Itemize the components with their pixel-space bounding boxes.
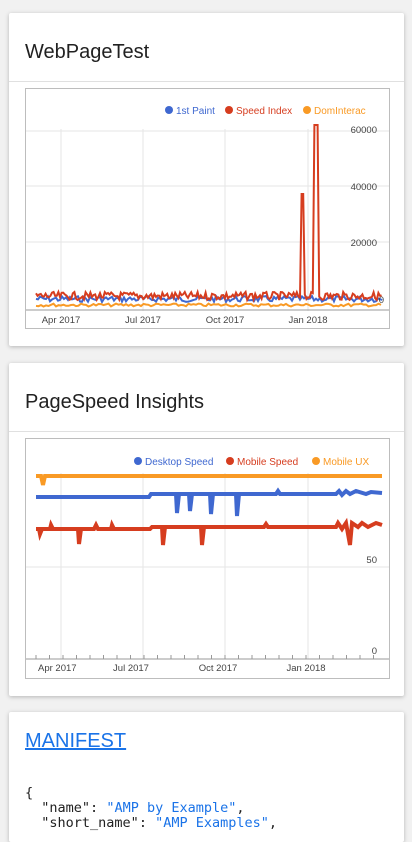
legend-dot-dominterac [303,106,311,114]
legend-mobile-speed: Mobile Speed [237,457,298,468]
series-1st-paint [35,294,383,305]
legend-dot-mobile-ux [312,457,320,465]
code-line: "short_name": "AMP Examples", [41,815,278,831]
legend-mobile-ux: Mobile UX [323,457,369,468]
y-tick-label: 50 [366,555,377,566]
y-tick-label: 40000 [351,182,377,193]
x-tick-label: Jul 2017 [113,663,149,674]
code-line: { [25,785,34,801]
legend-dot-mobile-speed [226,457,234,465]
legend-dot-desktop-speed [134,457,142,465]
json-key: "name" [41,800,91,816]
pagespeed-chart: Desktop Speed Mobile Speed Mobile UX 50 … [25,438,390,679]
card-title: WebPageTest [9,13,404,82]
legend-1st-paint: 1st Paint [176,106,215,117]
webpagetest-card: WebPageTest 1st Paint Speed Index DomInt… [9,13,404,346]
x-tick-label: Apr 2017 [38,663,77,674]
manifest-link[interactable]: MANIFEST [25,730,127,752]
x-tick-label: Jul 2017 [125,315,161,326]
y-tick-label: 0 [372,646,377,657]
webpagetest-chart-svg: 1st Paint Speed Index DomInterac 60000 4… [26,106,389,326]
y-tick-label: 20000 [351,238,377,249]
legend-dominterac: DomInterac [314,106,366,117]
x-tick-label: Oct 2017 [206,315,245,326]
minor-ticks [35,655,374,659]
legend-desktop-speed: Desktop Speed [145,457,213,468]
y-tick-label: 0 [379,295,384,306]
x-tick-label: Jan 2018 [286,663,325,674]
json-value: "AMP by Example" [106,800,237,816]
card-title: PageSpeed Insights [9,363,404,432]
pagespeed-chart-svg: Desktop Speed Mobile Speed Mobile UX 50 … [26,457,389,674]
x-tick-label: Jan 2018 [288,315,327,326]
json-key: "short_name" [41,815,139,831]
manifest-card: MANIFEST { "name": "AMP by Example", "sh… [9,712,404,842]
series-desktop-speed [36,487,383,517]
x-tick-label: Oct 2017 [199,663,238,674]
legend-dot-1st-paint [165,106,173,114]
y-tick-label: 60000 [351,125,377,136]
series-speed-index [35,124,382,304]
series-mobile-ux [36,474,382,486]
x-tick-label: Apr 2017 [42,315,81,326]
legend-dot-speed-index [225,106,233,114]
code-line: "name": "AMP by Example", [41,800,245,816]
pagespeed-card: PageSpeed Insights Desktop Speed Mobile … [9,363,404,696]
webpagetest-chart: 1st Paint Speed Index DomInterac 60000 4… [25,88,390,329]
series-mobile-speed [36,517,383,546]
series-dominterac [35,302,382,308]
manifest-code: { "name": "AMP by Example", "short_name"… [25,786,277,831]
legend-speed-index: Speed Index [236,106,292,117]
json-value: "AMP Examples" [155,815,269,831]
